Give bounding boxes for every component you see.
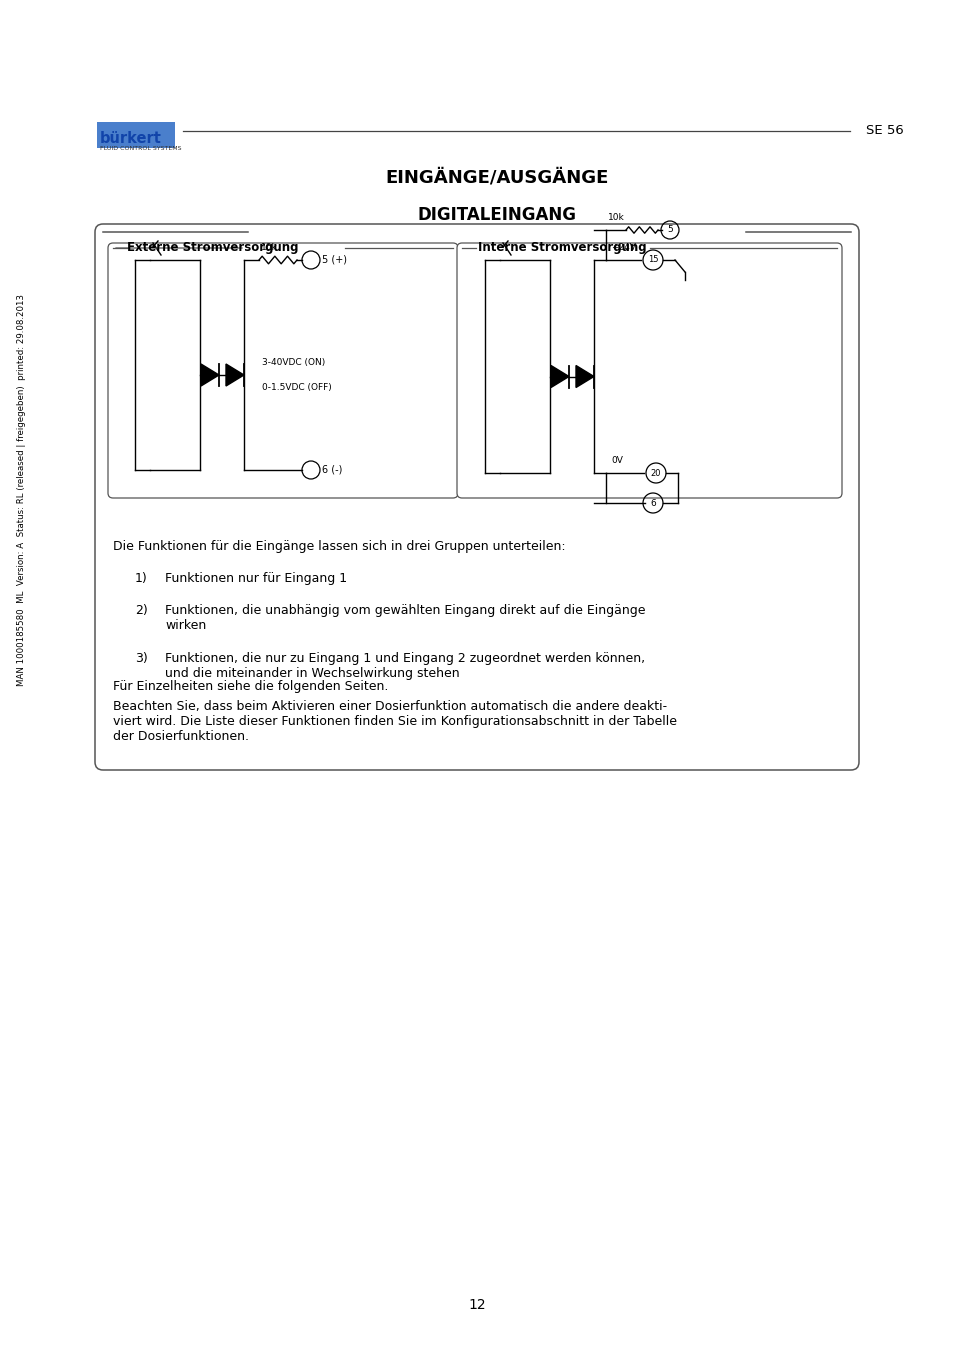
Text: Beachten Sie, dass beim Aktivieren einer Dosierfunktion automatisch die andere d: Beachten Sie, dass beim Aktivieren einer… [112,700,677,744]
Text: Die Funktionen für die Eingänge lassen sich in drei Gruppen unterteilen:: Die Funktionen für die Eingänge lassen s… [112,539,565,553]
FancyBboxPatch shape [108,243,457,498]
Text: 10k: 10k [607,214,624,222]
Polygon shape [576,365,594,388]
Text: Funktionen, die unabhängig vom gewählten Eingang direkt auf die Eingänge
wirken: Funktionen, die unabhängig vom gewählten… [165,604,645,631]
Text: 0V: 0V [610,456,622,465]
Text: bürkert: bürkert [100,131,162,146]
Text: Funktionen, die nur zu Eingang 1 und Eingang 2 zugeordnet werden können,
und die: Funktionen, die nur zu Eingang 1 und Ein… [165,652,644,680]
Text: FLUID CONTROL SYSTEMS: FLUID CONTROL SYSTEMS [100,146,181,151]
FancyBboxPatch shape [97,122,174,147]
Text: Interne Stromversorgung: Interne Stromversorgung [477,242,646,254]
Text: SE 56: SE 56 [865,124,902,138]
Text: 20: 20 [650,469,660,477]
Text: 10k: 10k [261,243,277,251]
FancyBboxPatch shape [456,243,841,498]
Text: Externe Stromversorgung: Externe Stromversorgung [127,242,298,254]
Text: 3): 3) [135,652,148,665]
Text: 3-40VDC (ON): 3-40VDC (ON) [262,358,325,366]
Text: 6: 6 [649,499,655,507]
Polygon shape [226,364,244,387]
Text: 6 (-): 6 (-) [322,465,342,475]
Text: 0-1.5VDC (OFF): 0-1.5VDC (OFF) [262,383,332,392]
Text: 2): 2) [135,604,148,617]
Text: —: — [116,243,127,253]
Text: Funktionen nur für Eingang 1: Funktionen nur für Eingang 1 [165,572,347,585]
Polygon shape [201,364,219,387]
Text: EINGÄNGE/AUSGÄNGE: EINGÄNGE/AUSGÄNGE [385,169,608,187]
Text: MAN 1000185580  ML  Version: A  Status: RL (released | freigegeben)  printed: 29: MAN 1000185580 ML Version: A Status: RL … [17,293,27,685]
Text: 15: 15 [647,256,658,265]
Text: +24V: +24V [610,243,636,251]
Text: 5: 5 [666,226,672,234]
Polygon shape [551,365,568,388]
Text: 1): 1) [135,572,148,585]
Text: Für Einzelheiten siehe die folgenden Seiten.: Für Einzelheiten siehe die folgenden Sei… [112,680,388,694]
Text: DIGITALEINGANG: DIGITALEINGANG [417,206,576,224]
Text: 12: 12 [468,1298,485,1311]
FancyBboxPatch shape [95,224,858,771]
Text: 5 (+): 5 (+) [322,256,347,265]
